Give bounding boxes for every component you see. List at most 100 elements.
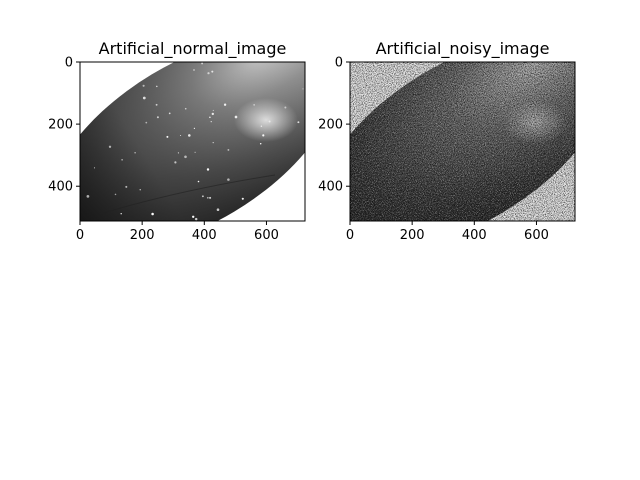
image-normal-speckle [172,225,174,227]
axes-noisy-yticks: 0 200 400 [318,56,350,195]
image-normal-speckle [74,165,76,167]
image-normal-speckle [61,195,63,197]
image-normal-speckle [120,212,122,215]
image-normal-speckle [65,203,67,205]
image-normal-speckle [260,125,263,128]
image-normal-speckle [209,196,212,199]
image-normal-speckle [206,196,209,199]
image-normal-speckle [223,103,227,106]
image-normal-speckle [197,180,200,183]
image-normal-speckle [216,208,220,211]
image-normal-speckles [61,47,325,242]
axes-normal-xticks: 0 200 400 600 [76,221,279,243]
image-normal-speckle [114,193,117,196]
image-normal-speckle [300,47,302,49]
image-normal-speckle [156,116,159,119]
image-normal-speckle [253,104,255,106]
image-normal-speckle [155,103,158,106]
image-normal-speckle [112,229,114,231]
image-normal-speckle [177,152,179,154]
image-normal-speckle [121,233,123,235]
image-normal-speckle [121,159,123,161]
image-normal-speckle [316,71,317,72]
axes-noisy-frame [349,61,576,222]
image-normal-speckle [134,152,136,154]
axes-normal-frame [79,61,306,222]
image-normal-speckle [166,135,169,138]
axes-normal-ytick-label: 0 [65,56,73,71]
image-normal-speckle [210,121,212,123]
axes-normal-yticks: 0 200 400 [48,56,80,195]
image-normal-speckle [262,134,265,137]
image-normal-speckle [184,155,187,159]
image-normal-speckle [284,106,287,109]
image-normal [61,47,325,242]
image-normal-speckle [323,83,325,85]
panel-noisy-image: Artificial_noisy_image 0 200 400 600 0 200 40… [318,39,576,243]
image-normal-speckle [302,88,304,90]
image-normal-highlight [234,98,298,142]
panel-noisy-title: Artificial_noisy_image [376,39,550,59]
axes-noisy-ytick-label: 400 [318,180,343,195]
axes-noisy-xtick-label: 200 [400,228,425,243]
image-normal-speckle [194,151,196,153]
image-normal-speckle [212,109,214,112]
panel-normal-image: Artificial_normal_image 0 200 400 600 0 200 4… [48,39,325,243]
image-normal-speckle [227,148,230,151]
axes-normal-xtick-label: 200 [130,228,155,243]
image-normal-speckle [180,134,182,137]
image-normal-speckle [241,197,244,200]
image-normal-speckle [212,141,214,144]
axes-normal-xtick-label: 0 [76,228,84,243]
axes-normal-ytick-label: 400 [48,180,73,195]
image-normal-speckle [211,112,214,116]
axes-normal-xtick-label: 400 [192,228,217,243]
image-normal-speckle [151,212,154,216]
image-noisy-noise-light [350,62,575,221]
image-normal-speckle [168,112,171,115]
image-normal-speckle [227,178,230,181]
image-normal-speckle [110,231,113,234]
image-normal-curve [99,174,276,215]
image-normal-speckle [206,168,210,171]
image-noisy [350,62,575,221]
image-normal-speckle [211,70,214,73]
image-normal-speckle [142,84,145,87]
axes-noisy-ytick-label: 200 [318,118,343,133]
image-normal-speckle [193,127,196,130]
image-normal-speckle [234,115,238,119]
axes-noisy-xticks: 0 200 400 600 [346,221,549,243]
image-normal-speckle [139,189,141,191]
image-normal-speckle [259,143,262,145]
image-normal-speckle [115,239,118,242]
image-normal-speckle [145,121,148,124]
image-normal-speckle [142,96,146,100]
axes-normal-xtick-label: 600 [254,228,279,243]
axes-noisy-xtick-label: 600 [524,228,549,243]
image-normal-speckle [125,185,128,188]
image-normal-speckle [63,197,65,199]
image-normal-speckle [108,145,112,148]
image-normal-speckle [201,195,204,198]
image-normal-speckle [313,90,315,92]
axes-normal-ytick-label: 200 [48,118,73,133]
image-normal-speckle [209,116,211,119]
axes-noisy-ytick-label: 0 [335,56,343,71]
image-normal-speckle [193,69,195,71]
image-normal-speckle [86,195,90,198]
image-normal-speckle [188,134,191,137]
panel-normal-title: Artificial_normal_image [99,39,287,59]
image-normal-speckle [297,121,300,124]
image-normal-speckle [268,120,271,123]
image-normal-speckle [192,215,195,218]
axes-noisy-xtick-label: 400 [462,228,487,243]
image-normal-speckle [201,62,204,65]
image-normal-speckle [93,167,96,169]
image-normal-speckle [156,85,158,88]
image-normal-speckle [194,217,198,221]
image-normal-speckle [207,72,210,75]
image-normal-speckle [184,107,187,110]
axes-noisy-xtick-label: 0 [346,228,354,243]
image-normal-speckle [174,161,177,164]
